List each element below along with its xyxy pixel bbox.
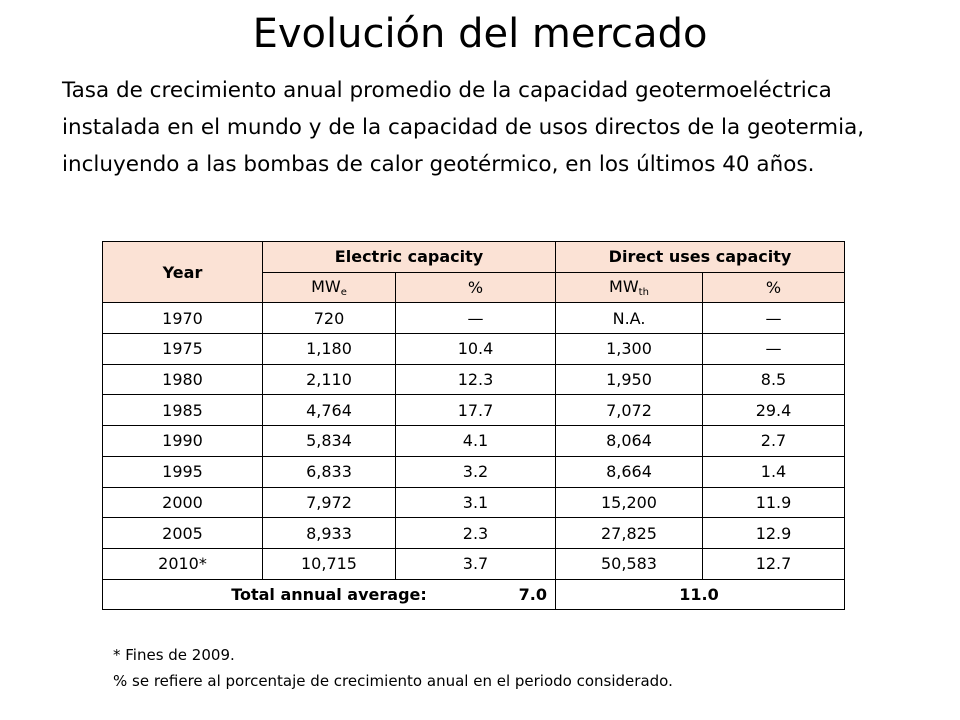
total-row-cell-electric: Total annual average: 7.0 <box>102 578 556 611</box>
cell-year: 1975 <box>102 333 263 365</box>
cell-year: 2010* <box>102 547 263 580</box>
cell-electric-mw: 4,764 <box>262 394 396 427</box>
cell-year: 1970 <box>102 302 263 335</box>
footnote-percent: % se refiere al porcentaje de crecimient… <box>113 672 673 690</box>
header-row-1: Year Electric capacity Direct uses capac… <box>102 240 845 304</box>
header-mwth-subscript: th <box>638 287 649 299</box>
total-direct-value: 11.0 <box>555 578 845 611</box>
table-row: 2005 8,933 2.3 27,825 12.9 <box>102 517 845 549</box>
cell-direct-percent: 2.7 <box>702 425 845 457</box>
total-row: Total annual average: 7.0 11.0 <box>102 578 845 611</box>
cell-electric-percent: — <box>395 302 556 335</box>
header-mwth-label: MW <box>609 277 639 297</box>
cell-electric-percent: 3.1 <box>395 486 556 519</box>
header-direct-percent: % <box>702 271 845 304</box>
header-electric-percent: % <box>395 271 556 304</box>
cell-electric-percent: 10.4 <box>395 333 556 365</box>
cell-year: 1980 <box>102 363 263 396</box>
header-mwe-subscript: e <box>340 287 347 299</box>
cell-direct-mw: 1,950 <box>555 363 703 396</box>
table-row: 1975 1,180 10.4 1,300— <box>102 333 845 365</box>
cell-direct-percent: 11.9 <box>702 486 845 519</box>
capacity-table: Year Electric capacity Direct uses capac… <box>102 240 845 611</box>
cell-direct-mw: 50,583 <box>555 547 703 580</box>
cell-electric-mw: 7,972 <box>262 486 396 519</box>
cell-electric-mw: 6,833 <box>262 455 396 488</box>
header-electric-capacity: Electric capacity <box>262 241 556 273</box>
cell-direct-percent: 12.9 <box>702 517 845 549</box>
cell-direct-percent: 1.4 <box>702 455 845 488</box>
cell-year: 2000 <box>102 486 263 519</box>
cell-direct-mw: 27,825 <box>555 517 703 549</box>
table-row: 1985 4,764 17.7 7,072 29.4 <box>102 394 845 427</box>
cell-direct-percent: — <box>702 333 845 365</box>
cell-direct-percent: 12.7 <box>702 547 845 580</box>
header-row-2: MWe % MWth % <box>103 271 845 304</box>
total-electric-value: 7.0 <box>518 584 547 604</box>
footnotes: * Fines de 2009. % se refiere al porcent… <box>113 642 673 694</box>
slide-title: Evolución del mercado <box>252 11 708 57</box>
slide-subtitle: Tasa de crecimiento anual promedio de la… <box>62 78 865 177</box>
cell-electric-mw: 8,933 <box>262 517 396 549</box>
cell-year: 1995 <box>102 455 263 488</box>
cell-direct-percent: 8.5 <box>702 363 845 396</box>
table-row: 2000 7,972 3.1 15,200 11.9 <box>102 486 845 519</box>
cell-electric-mw: 1,180 <box>262 333 396 365</box>
header-direct-uses-capacity: Direct uses capacity <box>555 241 845 273</box>
table-row: 1980 2,110 12.3 1,950 8.5 <box>102 363 845 396</box>
cell-year: 2005 <box>102 517 263 549</box>
table-row: 1970 720— N.A. — <box>102 302 845 335</box>
cell-year: 1985 <box>102 394 263 427</box>
header-mwe: MWe <box>262 271 396 304</box>
total-label: Total annual average: <box>231 584 427 604</box>
cell-electric-percent: 4.1 <box>395 425 556 457</box>
cell-electric-percent: 17.7 <box>395 394 556 427</box>
cell-year: 1990 <box>102 425 263 457</box>
cell-direct-mw: 1,300 <box>555 333 703 365</box>
cell-electric-mw: 5,834 <box>262 425 396 457</box>
cell-direct-mw: 8,664 <box>555 455 703 488</box>
cell-electric-percent: 2.3 <box>395 517 556 549</box>
table-row: 2010* 10,715 3.7 50,583 12.7 <box>102 547 845 580</box>
cell-electric-mw: 2,110 <box>262 363 396 396</box>
cell-direct-mw: N.A. <box>555 302 703 335</box>
cell-electric-percent: 3.2 <box>395 455 556 488</box>
footnote-year: * Fines de 2009. <box>113 646 235 664</box>
header-mwe-label: MW <box>311 277 341 297</box>
cell-electric-mw: 720 <box>262 302 396 335</box>
cell-electric-mw: 10,715 <box>262 547 396 580</box>
table-row: 1995 6,833 3.2 8,664 1.4 <box>102 455 845 488</box>
table-row: 1990 5,834 4.1 8,064 2.7 <box>102 425 845 457</box>
cell-direct-percent: 29.4 <box>702 394 845 427</box>
header-year: Year <box>102 240 263 304</box>
cell-direct-mw: 8,064 <box>555 425 703 457</box>
header-mwth: MWth <box>555 271 703 304</box>
cell-electric-percent: 12.3 <box>395 363 556 396</box>
cell-direct-mw: 15,200 <box>555 486 703 519</box>
cell-electric-percent: 3.7 <box>395 547 556 580</box>
cell-direct-mw: 7,072 <box>555 394 703 427</box>
cell-direct-percent: — <box>702 302 845 335</box>
